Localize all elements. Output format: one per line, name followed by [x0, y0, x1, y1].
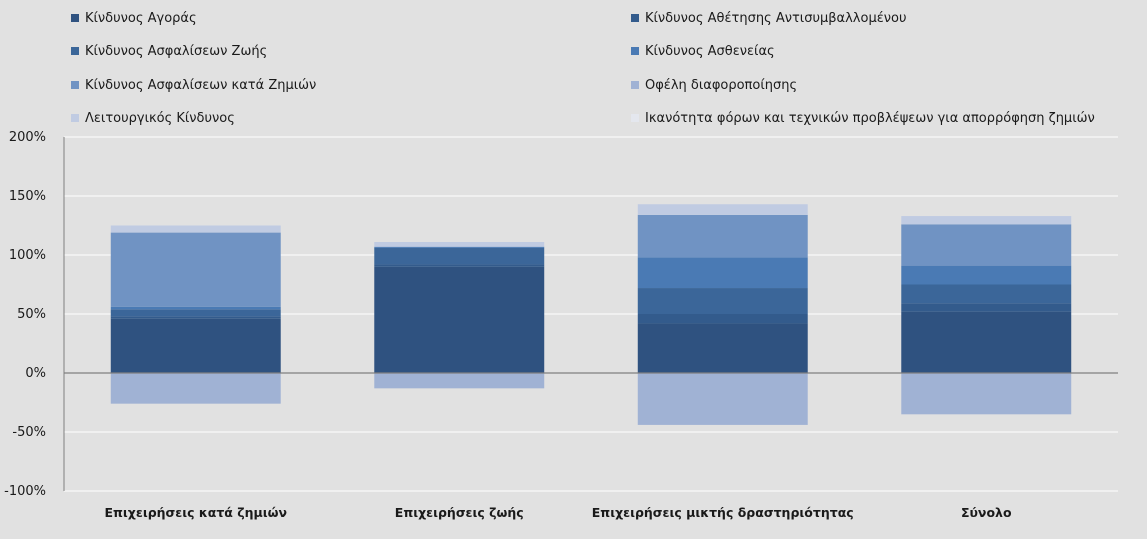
y-tick-label: -50%: [12, 425, 46, 440]
bar-segment: [901, 265, 1072, 285]
legend-label: Ικανότητα φόρων και τεχνικών προβλέψεων …: [645, 110, 1095, 126]
legend-item: Κίνδυνος Αγοράς: [71, 9, 197, 27]
bar-segment: [637, 373, 808, 425]
bars: [110, 204, 1072, 425]
bar-segment: [374, 266, 545, 373]
bar-segment: [374, 246, 545, 248]
legend-swatch: [71, 14, 79, 22]
x-category-label: Σύνολο: [961, 505, 1012, 520]
bar-segment: [901, 373, 1072, 415]
bar-segment: [110, 316, 281, 319]
y-tick-label: 0%: [25, 366, 46, 381]
bar-segment: [110, 318, 281, 373]
x-category-label: Επιχειρήσεις μικτής δραστηριότητας: [592, 505, 854, 520]
x-category-label: Επιχειρήσεις κατά ζημιών: [105, 505, 287, 520]
legend-label: Λειτουργικός Κίνδυνος: [85, 110, 235, 126]
legend-swatch: [631, 81, 639, 89]
y-tick-label: 50%: [17, 307, 46, 322]
legend-swatch: [631, 14, 639, 22]
x-category-label: Επιχειρήσεις ζωής: [395, 505, 524, 520]
legend-label: Κίνδυνος Αθέτησης Αντισυμβαλλομένου: [645, 10, 907, 26]
y-tick-label: 200%: [9, 130, 46, 145]
bar-segment: [110, 373, 281, 404]
bar-segment: [637, 257, 808, 289]
bar-segment: [637, 288, 808, 314]
bar-segment: [374, 242, 545, 247]
legend-label: Οφέλη διαφοροποίησης: [645, 77, 798, 93]
legend-swatch: [631, 47, 639, 55]
bar-segment: [901, 216, 1072, 225]
bar-segment: [110, 225, 281, 233]
bar-segment: [901, 303, 1072, 312]
bar-segment: [110, 309, 281, 317]
legend-label: Κίνδυνος Ασφαλίσεων κατά Ζημιών: [85, 77, 317, 93]
legend-item: Κίνδυνος Ασθενείας: [631, 42, 775, 60]
legend-label: Κίνδυνος Αγοράς: [85, 10, 197, 26]
bar-segment: [637, 204, 808, 215]
bar-segment: [637, 323, 808, 373]
legend-swatch: [71, 114, 79, 122]
bar-segment: [637, 314, 808, 324]
legend-item: Λειτουργικός Κίνδυνος: [71, 109, 235, 127]
legend-label: Κίνδυνος Ασφαλίσεων Ζωής: [85, 43, 268, 59]
bar-segment: [901, 311, 1072, 373]
bar-segment: [110, 232, 281, 307]
bar-segment: [374, 247, 545, 265]
bar-segment: [110, 306, 281, 310]
legend-item: Οφέλη διαφοροποίησης: [631, 76, 797, 94]
axis-labels: 200% 150% 100% 50% 0% -50% -100% Επιχειρήσεις κ…: [4, 130, 1012, 520]
legend-item: Κίνδυνος Ασφαλίσεων Ζωής: [71, 42, 267, 60]
legend-item: Ικανότητα φόρων και τεχνικών προβλέψεων …: [631, 109, 1095, 127]
legend-label: Κίνδυνος Ασθενείας: [645, 43, 775, 59]
axes: [63, 137, 1118, 491]
bar-segment: [374, 264, 545, 267]
y-tick-label: -100%: [4, 484, 46, 499]
y-tick-label: 150%: [9, 189, 46, 204]
legend-item: Κίνδυνος Ασφαλίσεων κατά Ζημιών: [71, 76, 316, 94]
y-tick-label: 100%: [9, 248, 46, 263]
bar-segment: [637, 214, 808, 258]
legend-swatch: [631, 114, 639, 122]
bar-segment: [374, 373, 545, 389]
legend-swatch: [71, 81, 79, 89]
chart-legend: Κίνδυνος Αγοράς Κίνδυνος Αθέτησης Αντισυμ…: [0, 0, 1147, 135]
legend-item: Κίνδυνος Αθέτησης Αντισυμβαλλομένου: [631, 9, 906, 27]
bar-segment: [901, 284, 1072, 304]
bar-segment: [901, 224, 1072, 266]
legend-swatch: [71, 47, 79, 55]
